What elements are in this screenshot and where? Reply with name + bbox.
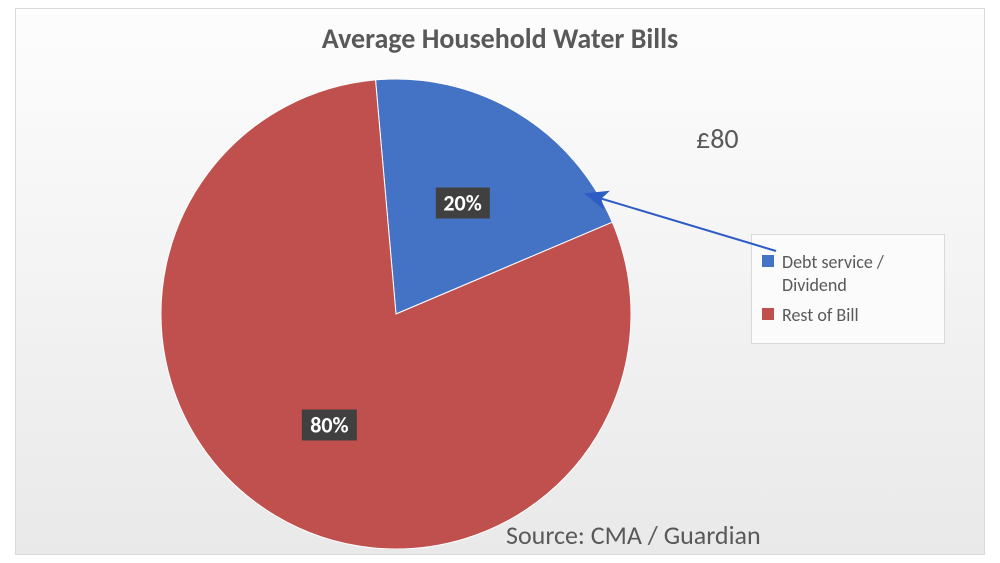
chart-stage: Average Household Water Bills £80 Debt s…: [0, 0, 1000, 563]
legend-swatch-0: [762, 255, 774, 267]
legend-item: Debt service / Dividend: [762, 251, 932, 298]
pie-chart: [161, 79, 631, 549]
slice-label-0: 20%: [435, 188, 489, 219]
legend: Debt service / Dividend Rest of Bill: [751, 234, 945, 344]
chart-title: Average Household Water Bills: [16, 21, 984, 56]
pie-svg: [161, 79, 631, 549]
legend-label-1: Rest of Bill: [782, 304, 859, 327]
legend-label-0: Debt service / Dividend: [782, 251, 932, 298]
plot-area: Average Household Water Bills £80 Debt s…: [15, 8, 985, 555]
callout-value: £80: [696, 121, 739, 156]
legend-item: Rest of Bill: [762, 304, 932, 327]
legend-swatch-1: [762, 308, 774, 320]
slice-label-1: 80%: [302, 409, 356, 440]
source-text: Source: CMA / Guardian: [506, 519, 761, 551]
